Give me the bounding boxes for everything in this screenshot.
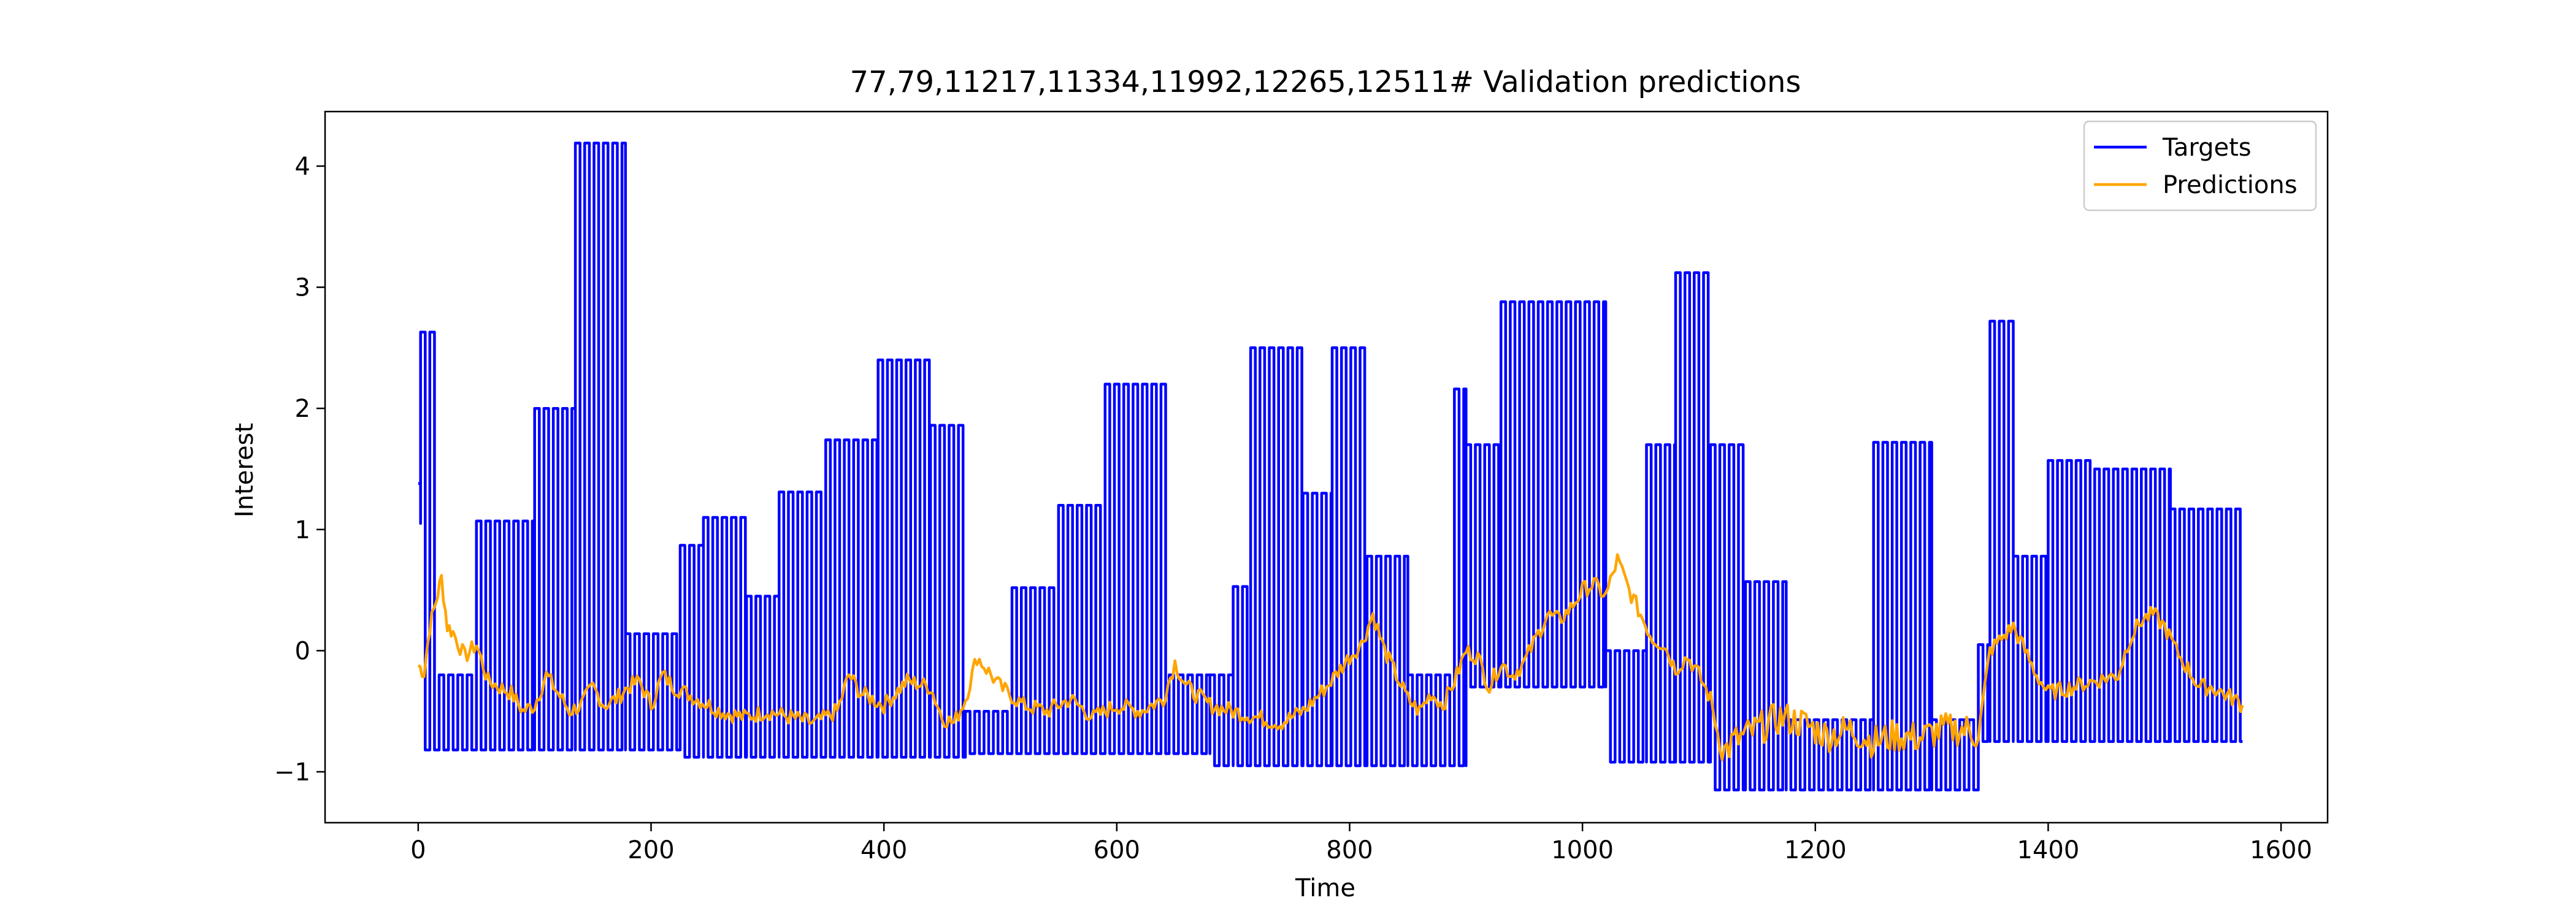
legend-targets-label: Targets xyxy=(2162,134,2252,162)
plot-frame xyxy=(324,110,2329,824)
x-axis: 0 200 400 600 800 1000 1200 1400 1600 xyxy=(410,823,2312,864)
chart-title: 77,79,11217,11334,11992,12265,12511# Val… xyxy=(850,65,1801,99)
y-tick-label: 2 xyxy=(295,395,310,423)
x-tick-label: 200 xyxy=(627,836,674,864)
y-tick-label: 3 xyxy=(295,274,310,302)
axes-layer: 0 200 400 600 800 1000 1200 1400 1600 −1 0 1 2 3 4 xyxy=(274,110,2329,864)
x-tick-label: 400 xyxy=(861,836,907,864)
y-tick-label: 1 xyxy=(295,516,310,544)
y-tick-label: 0 xyxy=(295,637,310,665)
x-tick-label: 0 xyxy=(410,836,426,864)
x-tick-label: 1600 xyxy=(2250,836,2312,864)
x-axis-label: Time xyxy=(1295,874,1355,902)
targets-series-line xyxy=(418,142,2243,791)
x-tick-label: 1200 xyxy=(1784,836,1847,864)
legend-predictions-label: Predictions xyxy=(2163,171,2298,199)
x-tick-label: 600 xyxy=(1094,836,1140,864)
legend: Targets Predictions xyxy=(2083,120,2317,211)
x-tick-label: 1000 xyxy=(1551,836,1614,864)
series-layer xyxy=(417,142,2244,791)
y-tick-label: 4 xyxy=(295,153,310,181)
y-axis: −1 0 1 2 3 4 xyxy=(274,153,325,787)
legend-box xyxy=(2083,120,2317,211)
predictions-series-line xyxy=(417,553,2244,761)
y-axis-label: Interest xyxy=(231,423,259,517)
y-tick-label: −1 xyxy=(274,758,310,787)
x-tick-label: 1400 xyxy=(2017,836,2080,864)
x-tick-label: 800 xyxy=(1326,836,1373,864)
